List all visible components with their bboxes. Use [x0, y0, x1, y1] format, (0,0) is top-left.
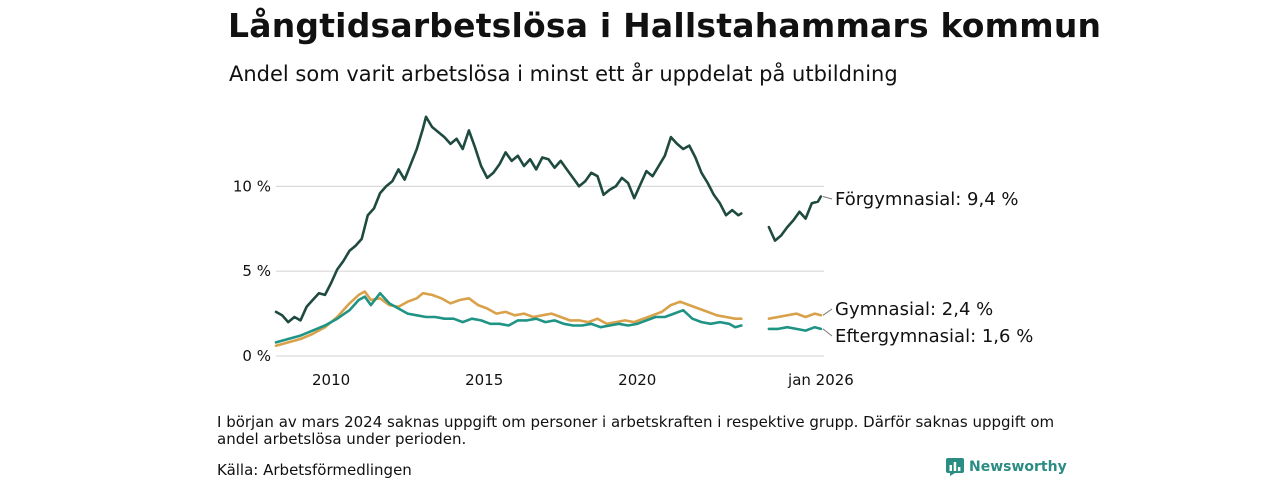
series-line-gymnasial [274, 290, 823, 348]
line-chart: 0 % 5 % 10 % 2010 2015 2020 jan 2026 Förgymna… [233, 115, 1033, 389]
brand-logo[interactable]: Newsworthy [946, 458, 1067, 476]
series-line-forgymnasial [274, 115, 823, 324]
y-tick-label: 10 % [233, 177, 271, 195]
series-label-forgymnasial: Förgymnasial: 9,4 % [835, 189, 1019, 210]
y-tick-label: 0 % [242, 347, 271, 365]
series-label-eftergymnasial: Eftergymnasial: 1,6 % [835, 326, 1033, 347]
label-leader [822, 196, 833, 200]
brand-name: Newsworthy [969, 459, 1067, 475]
x-axis-ticks: 2010 2015 2020 jan 2026 [312, 371, 854, 389]
x-tick-label: 2015 [465, 371, 503, 389]
chart-title: Långtidsarbetslösa i Hallstahammars komm… [228, 6, 1102, 45]
series-labels: Förgymnasial: 9,4 % Gymnasial: 2,4 % Efter… [822, 189, 1033, 347]
label-leader [822, 308, 833, 316]
series-layer [274, 115, 823, 348]
x-tick-label: 2010 [312, 371, 350, 389]
x-tick-label: jan 2026 [787, 371, 854, 389]
newsworthy-logo-icon [946, 458, 964, 476]
series-label-gymnasial: Gymnasial: 2,4 % [835, 299, 993, 320]
source-credit: Källa: Arbetsförmedlingen [217, 461, 412, 479]
x-tick-label: 2020 [618, 371, 656, 389]
y-axis-ticks: 0 % 5 % 10 % [233, 177, 271, 365]
y-tick-label: 5 % [242, 262, 271, 280]
label-leader [822, 328, 833, 337]
chart-subtitle: Andel som varit arbetslösa i minst ett å… [229, 62, 898, 86]
series-line-eftergymnasial [274, 291, 823, 344]
footnote: I början av mars 2024 saknas uppgift om … [217, 413, 1055, 448]
grid-layer [276, 185, 824, 357]
